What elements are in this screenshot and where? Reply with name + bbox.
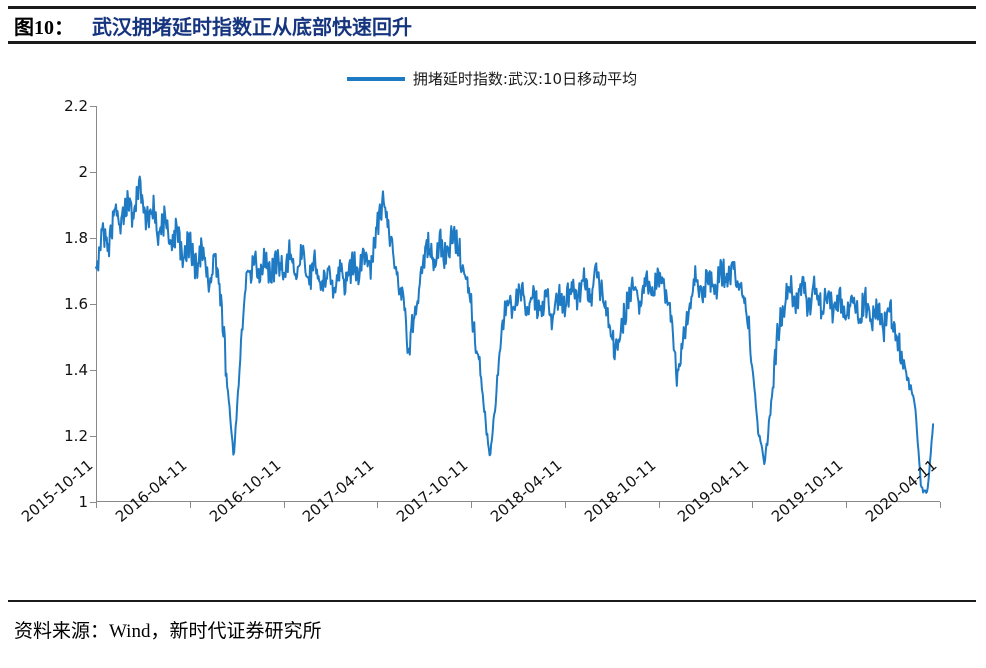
- chart-legend: 拥堵延时指数:武汉:10日移动平均: [8, 68, 976, 89]
- x-axis-tick-mark: [940, 502, 941, 508]
- y-axis-tick-mark: [90, 106, 96, 107]
- x-axis-tick-mark: [752, 502, 754, 508]
- figure-title-bar: 图10： 武汉拥堵延时指数正从底部快速回升: [8, 6, 976, 44]
- figure-frame: 图10： 武汉拥堵延时指数正从底部快速回升 拥堵延时指数:武汉:10日移动平均 …: [8, 6, 976, 660]
- y-axis-tick-label: 1: [78, 493, 88, 511]
- chart-plot-area: 1 1.2 1.4 1.6 1.8 2 2.2 2015-10-11 2016-04-11 201…: [18, 97, 941, 526]
- title-rule-bottom: [8, 41, 976, 44]
- y-axis-tick-label: 1.6: [64, 295, 88, 313]
- y-axis-tick-mark: [90, 436, 96, 437]
- x-axis-line: [96, 501, 940, 502]
- x-axis-tick-mark: [283, 502, 285, 508]
- x-axis-tick-mark: [564, 502, 566, 508]
- y-axis-tick-label: 1.2: [64, 427, 88, 445]
- y-axis-tick-mark: [90, 172, 96, 173]
- page-title: 武汉拥堵延时指数正从底部快速回升: [92, 16, 412, 39]
- x-axis-tick-mark: [189, 502, 191, 508]
- y-axis-tick-mark: [90, 238, 96, 239]
- x-axis-tick-mark: [471, 502, 473, 508]
- y-axis-tick-mark: [90, 304, 96, 305]
- x-axis-tick-mark: [846, 502, 848, 508]
- y-axis-line: [96, 106, 97, 502]
- legend-line-swatch: [346, 76, 405, 81]
- y-axis-tick-mark: [90, 502, 96, 503]
- y-axis-tick-label: 1.8: [64, 229, 88, 247]
- y-axis-tick-label: 1.4: [64, 361, 88, 379]
- x-axis-tick-mark: [96, 502, 97, 508]
- source-note: 资料来源：Wind，新时代证券研究所: [14, 621, 322, 642]
- legend-item-label: 拥堵延时指数:武汉:10日移动平均: [412, 70, 638, 88]
- chart-container: 拥堵延时指数:武汉:10日移动平均 1 1.2 1.4 1.6 1.8 2 2.2 2015-…: [8, 44, 976, 600]
- y-axis-tick-label: 2: [78, 163, 88, 181]
- figure-number: 图10：: [14, 16, 74, 39]
- line-series-wuhan-congestion: [95, 175, 935, 494]
- x-axis-tick-mark: [377, 502, 379, 508]
- y-axis-tick-mark: [90, 370, 96, 371]
- source-bar: 资料来源：Wind，新时代证券研究所: [8, 600, 976, 654]
- series-path: [95, 175, 935, 494]
- source-rule: [8, 600, 976, 602]
- x-axis-tick-label: 2015-10-11: [18, 455, 97, 526]
- title-rule-top: [8, 6, 976, 9]
- y-axis-tick-label: 2.2: [64, 97, 88, 115]
- x-axis-tick-mark: [658, 502, 660, 508]
